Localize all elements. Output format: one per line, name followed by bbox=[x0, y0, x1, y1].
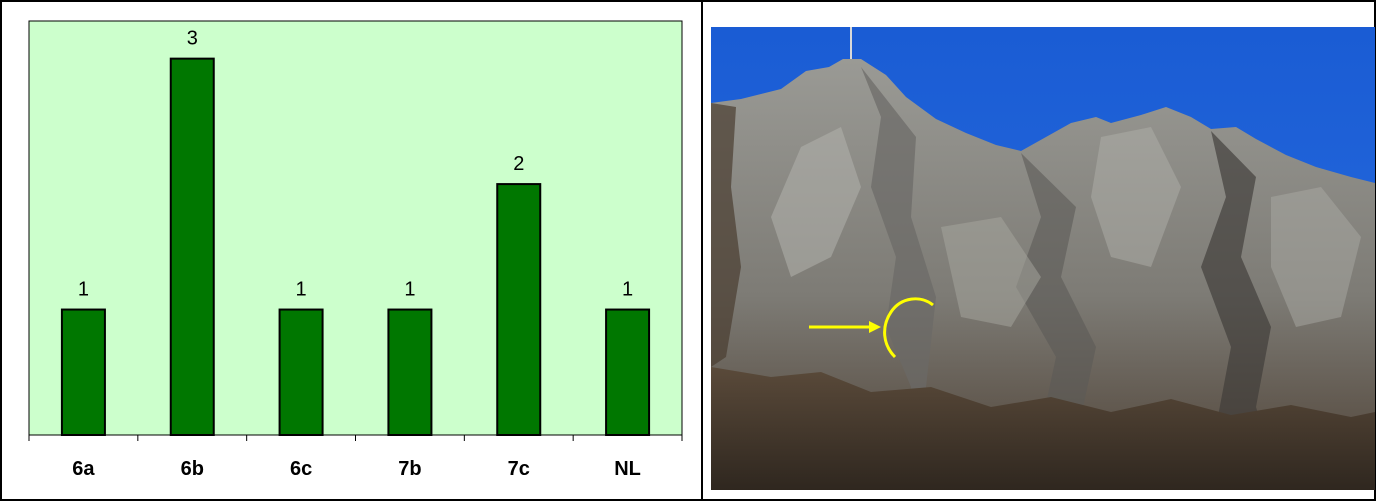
route-marker bbox=[809, 297, 934, 359]
plot-area bbox=[28, 20, 683, 436]
rock-shadow bbox=[1201, 131, 1281, 490]
bar-6a bbox=[60, 308, 106, 436]
x-axis-ticks bbox=[28, 435, 683, 441]
rock-gully bbox=[861, 67, 941, 490]
rock-face-4 bbox=[1271, 187, 1361, 327]
table-border-top bbox=[0, 0, 1376, 2]
mountain-photo bbox=[711, 27, 1375, 490]
data-label-NL: 1 bbox=[622, 279, 633, 301]
forest bbox=[711, 367, 1375, 490]
category-label-6b: 6b bbox=[181, 458, 204, 480]
category-label-7c: 7c bbox=[508, 458, 530, 480]
bar-6c bbox=[278, 308, 324, 436]
table-border-right bbox=[1374, 0, 1376, 501]
data-label-6c: 1 bbox=[296, 279, 307, 301]
arrow-head-icon bbox=[869, 321, 881, 333]
table-border-bottom bbox=[0, 499, 1376, 501]
data-labels-layer: 1 3 1 1 2 1 bbox=[78, 28, 633, 301]
category-label-NL: NL bbox=[614, 458, 641, 480]
bars-layer bbox=[60, 57, 651, 437]
data-label-7c: 2 bbox=[513, 153, 524, 175]
rock-face bbox=[771, 127, 861, 277]
data-label-7b: 1 bbox=[404, 279, 415, 301]
mountain-photo-image bbox=[711, 27, 1375, 490]
category-label-6c: 6c bbox=[290, 458, 312, 480]
bracket-icon bbox=[883, 297, 934, 359]
rock-face-3 bbox=[941, 217, 1041, 327]
data-label-6b: 3 bbox=[187, 28, 198, 50]
bar-7c bbox=[496, 183, 542, 436]
bar-7b bbox=[387, 308, 433, 436]
category-label-6a: 6a bbox=[72, 458, 95, 480]
rock-face-2 bbox=[1091, 127, 1181, 267]
table-border-left bbox=[0, 0, 2, 501]
trees-left bbox=[711, 103, 741, 367]
bar-NL bbox=[605, 308, 651, 436]
bar-6b bbox=[169, 57, 215, 437]
bar-chart: 1 3 1 1 2 1 6a 6b 6c 7b 7c NL bbox=[28, 20, 683, 480]
x-axis-categories: 6a 6b 6c 7b 7c NL bbox=[72, 458, 641, 480]
table-border-middle bbox=[701, 0, 703, 501]
data-label-6a: 1 bbox=[78, 279, 89, 301]
category-label-7b: 7b bbox=[398, 458, 421, 480]
